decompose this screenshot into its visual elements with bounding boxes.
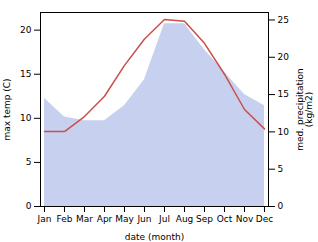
svg-text:20: 20: [20, 25, 32, 35]
svg-text:Sep: Sep: [196, 214, 213, 224]
svg-text:0: 0: [26, 201, 32, 211]
svg-text:Mar: Mar: [76, 214, 93, 224]
svg-text:Jul: Jul: [158, 214, 170, 224]
svg-text:Oct: Oct: [217, 214, 233, 224]
svg-text:max temp (C): max temp (C): [2, 78, 12, 140]
svg-text:Nov: Nov: [236, 214, 254, 224]
svg-text:Jun: Jun: [136, 214, 151, 224]
svg-text:Apr: Apr: [97, 214, 113, 224]
svg-text:0: 0: [278, 201, 284, 211]
svg-text:date (month): date (month): [125, 232, 184, 242]
svg-text:5: 5: [278, 164, 284, 174]
svg-text:10: 10: [278, 127, 290, 137]
svg-text:10: 10: [20, 113, 32, 123]
svg-text:15: 15: [278, 89, 289, 99]
svg-text:Feb: Feb: [57, 214, 73, 224]
svg-text:Jan: Jan: [37, 214, 52, 224]
svg-text:Dec: Dec: [256, 214, 273, 224]
svg-text:Aug: Aug: [176, 214, 194, 224]
svg-text:25: 25: [278, 15, 289, 25]
svg-text:20: 20: [278, 52, 290, 62]
svg-text:15: 15: [20, 69, 31, 79]
svg-text:med. precipitation(kg/m2): med. precipitation(kg/m2): [295, 68, 314, 150]
svg-text:5: 5: [26, 157, 32, 167]
svg-text:May: May: [115, 214, 134, 224]
